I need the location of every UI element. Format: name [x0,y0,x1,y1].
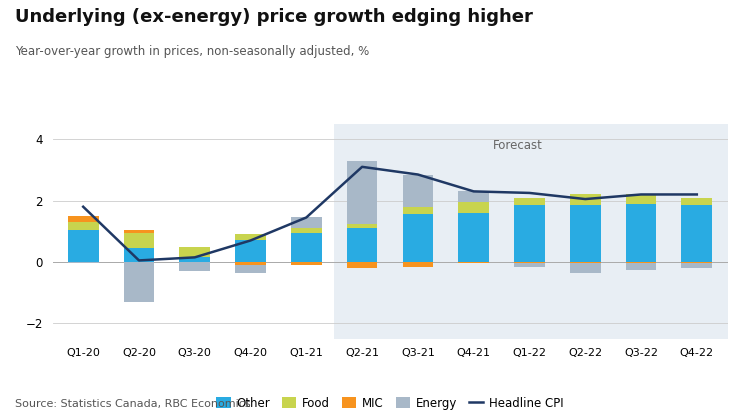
Bar [124,248,154,262]
Bar [346,228,377,262]
Bar [68,216,98,222]
Bar [458,262,489,263]
Bar [458,202,489,213]
Bar [346,223,377,228]
Legend: Other, Food, MIC, Energy, Headline CPI: Other, Food, MIC, Energy, Headline CPI [211,392,568,413]
Bar [514,263,544,266]
Bar [68,262,98,263]
Bar [346,161,377,223]
Bar [346,262,377,268]
Bar [179,247,210,257]
Bar [570,263,601,273]
Bar [403,207,433,214]
Bar [626,195,656,204]
Bar [514,197,544,205]
Bar [403,262,433,266]
Text: Forecast: Forecast [494,139,543,152]
Bar [334,124,730,339]
Bar [626,262,656,263]
Bar [236,265,266,273]
Bar [570,205,601,262]
Bar [68,230,98,262]
Text: Year-over-year growth in prices, non-seasonally adjusted, %: Year-over-year growth in prices, non-sea… [15,45,369,58]
Bar [682,263,712,268]
Bar [124,230,154,233]
Bar [514,262,544,263]
Bar [682,197,712,205]
Bar [291,233,322,262]
Bar [626,263,656,270]
Bar [458,191,489,202]
Bar [570,195,601,205]
Bar [291,228,322,233]
Bar [236,262,266,265]
Bar [403,175,433,207]
Bar [236,234,266,240]
Bar [179,257,210,262]
Bar [682,205,712,262]
Bar [124,262,154,302]
Bar [570,262,601,263]
Bar [236,240,266,262]
Bar [291,262,322,265]
Text: Source: Statistics Canada, RBC Economics: Source: Statistics Canada, RBC Economics [15,399,250,409]
Text: Underlying (ex-energy) price growth edging higher: Underlying (ex-energy) price growth edgi… [15,8,532,26]
Bar [682,262,712,263]
Bar [68,222,98,230]
Bar [403,214,433,262]
Bar [179,262,210,271]
Bar [124,233,154,248]
Bar [514,205,544,262]
Bar [458,213,489,262]
Bar [291,218,322,228]
Bar [626,204,656,262]
